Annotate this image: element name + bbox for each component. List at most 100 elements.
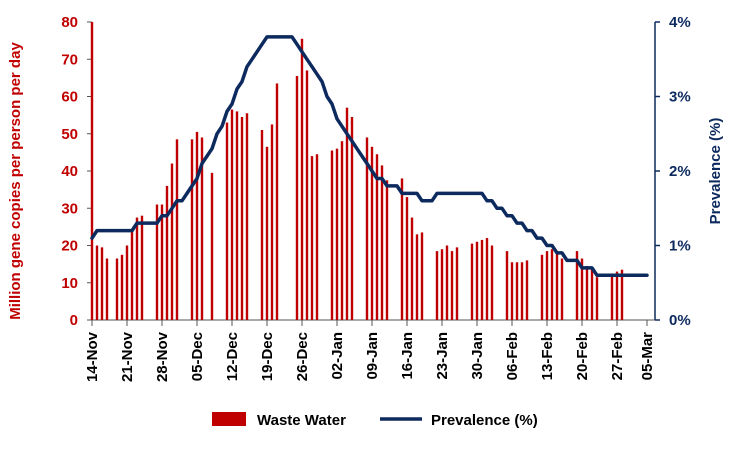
waste-water-bar [590,267,594,320]
waste-water-bar [165,185,169,320]
waste-water-bar [235,111,239,321]
waste-water-bar [365,137,369,320]
y-right-tick-label: 4% [669,14,691,31]
waste-water-bar [195,131,199,320]
waste-water-bar [375,154,379,320]
waste-water-bar [575,251,579,320]
waste-water-bar [595,277,599,320]
y-left-tick-label: 20 [61,238,78,255]
waste-water-bar [610,273,614,320]
waste-water-bar [230,109,234,320]
waste-water-bar [305,70,309,320]
waste-water-bar [370,146,374,320]
waste-water-bar [245,113,249,320]
y-left-tick-label: 10 [61,275,78,292]
waste-water-bar [510,262,514,320]
waste-water-bar [340,141,344,320]
waste-water-bar [315,154,319,320]
waste-water-bar [190,139,194,320]
x-tick-label: 26-Dec [294,332,311,381]
x-tick-label: 30-Jan [469,332,486,380]
x-tick-label: 27-Feb [609,332,626,380]
x-tick-label: 20-Feb [574,332,591,380]
bars-layer [90,22,624,321]
waste-water-bar [260,130,264,320]
y-axis-right-title: Prevalence (%) [707,118,724,225]
waste-water-bar [90,22,94,320]
waste-water-bar [555,252,559,320]
y-axis-left-title: Million gene copies per person per day [7,42,24,320]
waste-water-bar [100,247,104,320]
x-tick-label: 06-Feb [504,332,521,380]
waste-water-bar [275,83,279,321]
waste-water-bar [450,251,454,320]
waste-water-bar [240,116,244,320]
waste-water-bar [505,251,509,320]
waste-water-bar [130,230,134,320]
waste-water-bar [440,249,444,320]
waste-water-bar [265,146,269,320]
legend-swatch-waste-water [212,412,246,426]
waste-water-bar [140,215,144,320]
waste-water-bar [480,239,484,320]
waste-water-bar [405,197,409,320]
waste-water-bar [225,122,229,320]
waste-water-bar [550,249,554,320]
waste-water-bar [615,271,619,320]
waste-water-bar [445,245,449,320]
waste-water-bar [410,217,414,320]
waste-water-bar [540,254,544,320]
waste-water-bar [455,247,459,320]
labels-layer: 0 10 20 30 40 50 60 70 80 0% 1% 2% 3% 4% 14-Nov 21-Nov 2… [7,14,724,382]
waste-water-bar [200,137,204,320]
waste-water-bar [420,232,424,320]
legend-label-prevalence: Prevalence (%) [431,412,538,429]
waste-water-bar [560,258,564,320]
y-right-tick-label: 1% [669,238,691,255]
legend-label-waste-water: Waste Water [257,412,346,429]
y-left-tick-label: 40 [61,163,78,180]
y-left-tick-label: 80 [61,14,78,31]
x-tick-label: 23-Jan [434,332,451,380]
x-tick-label: 21-Nov [119,331,136,382]
waste-water-bar [580,258,584,320]
waste-water-bar [435,251,439,320]
y-left-tick-label: 70 [61,51,78,68]
x-tick-label: 05-Mar [639,332,656,381]
waste-water-bar [620,269,624,320]
waste-water-bar [335,148,339,320]
x-tick-label: 19-Dec [259,332,276,381]
waste-water-bar [270,124,274,320]
waste-water-bar [175,139,179,320]
x-tick-label: 09-Jan [364,332,381,380]
waste-water-bar [115,258,119,320]
waste-water-bar [350,116,354,320]
y-left-tick-label: 0 [70,312,78,329]
waste-water-bar [210,172,214,320]
x-tick-label: 02-Jan [329,332,346,380]
x-tick-label: 14-Nov [84,331,101,382]
x-tick-label: 13-Feb [539,332,556,380]
line-layer [90,35,649,278]
prevalence-line [90,35,649,278]
waste-water-bar [515,262,519,320]
waste-water-bar [345,107,349,320]
waste-water-bar [125,245,129,320]
waste-water-bar [400,178,404,320]
waste-water-bar [295,76,299,320]
y-left-tick-label: 50 [61,126,78,143]
waste-water-bar [545,251,549,320]
waste-water-bar [470,243,474,320]
legend: Waste Water Prevalence (%) [212,412,538,429]
x-tick-label: 05-Dec [189,332,206,381]
y-left-tick-label: 30 [61,200,78,217]
y-right-tick-label: 0% [669,312,691,329]
waste-water-bar [170,163,174,320]
waste-water-bar [485,238,489,320]
waste-water-bar [380,165,384,320]
waste-water-bar [525,260,529,320]
x-tick-label: 12-Dec [224,332,241,381]
waste-water-bar [385,180,389,320]
